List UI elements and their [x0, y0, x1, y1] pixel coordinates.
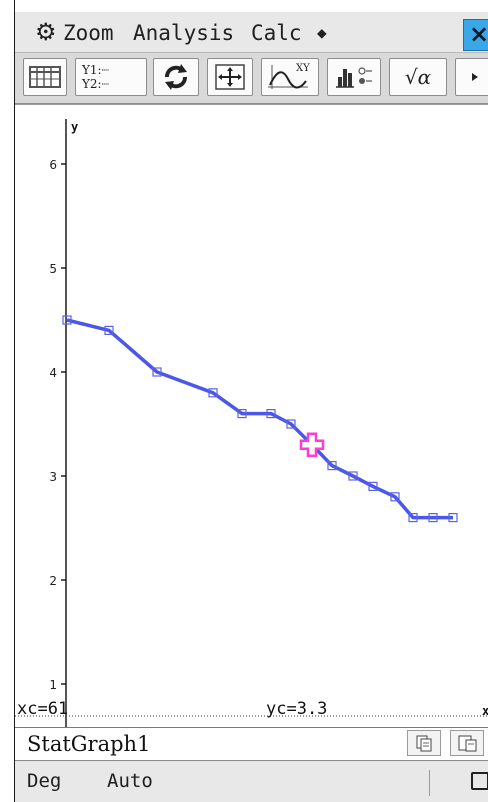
calc-mode[interactable]: Auto	[107, 770, 153, 792]
data-point	[152, 367, 162, 377]
menu-analysis[interactable]: Analysis	[133, 21, 235, 45]
battery-icon	[471, 772, 488, 790]
trace-graph-label: XY	[296, 63, 310, 74]
angle-mode[interactable]: Deg	[27, 770, 62, 792]
data-point	[390, 492, 400, 502]
stat-graph-plot[interactable]: y 1 2 3 4 5 6 xc=61 yc=3.3 x	[15, 105, 488, 729]
menu-bar: ⚙ Zoom Analysis Calc ◆ ×	[15, 12, 488, 53]
stat-plot-icon	[336, 67, 372, 88]
main-app-icon: √α	[404, 65, 432, 89]
paste-icon	[458, 735, 477, 752]
table-grid-button[interactable]	[23, 58, 67, 96]
y-tick-label: 6	[49, 158, 57, 172]
graph-editor-line2: Y2:	[82, 77, 102, 91]
data-point	[408, 513, 418, 523]
y-tick-label: 2	[49, 574, 57, 588]
series-line	[66, 318, 453, 520]
menu-zoom[interactable]: Zoom	[63, 21, 114, 45]
x-axis-label: x	[482, 704, 488, 718]
readout-yc: yc=3.3	[266, 699, 327, 719]
graph-divider	[15, 727, 488, 728]
menu-calc[interactable]: Calc	[251, 21, 302, 45]
data-point	[208, 388, 218, 398]
data-point	[104, 325, 114, 335]
toolbar: Y1:┈ Y2:┈ XY	[15, 53, 488, 104]
trace-graph-button[interactable]: XY	[261, 58, 319, 96]
stat-plot-button[interactable]	[327, 58, 381, 96]
data-point	[286, 419, 296, 429]
trace-graph-icon: XY	[268, 63, 310, 89]
copy-icon	[416, 735, 432, 752]
trace-cursor	[299, 432, 325, 458]
data-point	[266, 409, 276, 419]
more-arrow-icon	[472, 73, 478, 81]
y-axis-label: y	[71, 120, 78, 134]
y-tick-label: 4	[49, 366, 57, 380]
menu-dropdown-icon[interactable]: ◆	[317, 23, 327, 42]
paste-button[interactable]	[450, 730, 484, 756]
main-app-button[interactable]: √α	[389, 58, 447, 96]
graph-window[interactable]: y 1 2 3 4 5 6 xc=61 yc=3.3 x	[15, 104, 488, 729]
stat-selector-bar: StatGraph1	[15, 728, 488, 761]
graph-editor-line1: Y1:	[82, 63, 102, 77]
copy-button[interactable]	[407, 730, 441, 756]
data-point	[368, 481, 378, 491]
status-bar: Deg Auto	[15, 761, 488, 802]
y-tick-label: 5	[49, 262, 57, 276]
data-point	[62, 315, 72, 325]
data-point	[327, 461, 337, 471]
y-tick-label: 1	[49, 678, 57, 692]
table-grid-icon	[29, 66, 61, 88]
window-border	[14, 0, 15, 802]
stat-graph-label[interactable]: StatGraph1	[27, 732, 151, 756]
redraw-button[interactable]	[153, 58, 199, 96]
gear-icon[interactable]: ⚙	[35, 18, 57, 46]
data-point	[348, 471, 358, 481]
close-icon[interactable]: ×	[463, 19, 488, 51]
redraw-icon	[165, 64, 187, 90]
zoom-box-icon	[215, 64, 245, 90]
y-tick-label: 3	[49, 470, 57, 484]
data-point	[237, 409, 247, 419]
more-arrow-button[interactable]	[455, 58, 488, 96]
data-point	[428, 513, 438, 523]
zoom-box-button[interactable]	[207, 58, 253, 96]
readout-xc: xc=61	[17, 699, 68, 719]
data-point	[448, 513, 458, 523]
status-separator	[429, 770, 430, 796]
graph-editor-icon: Y1:┈ Y2:┈	[82, 63, 109, 91]
graph-editor-button[interactable]: Y1:┈ Y2:┈	[75, 58, 147, 96]
